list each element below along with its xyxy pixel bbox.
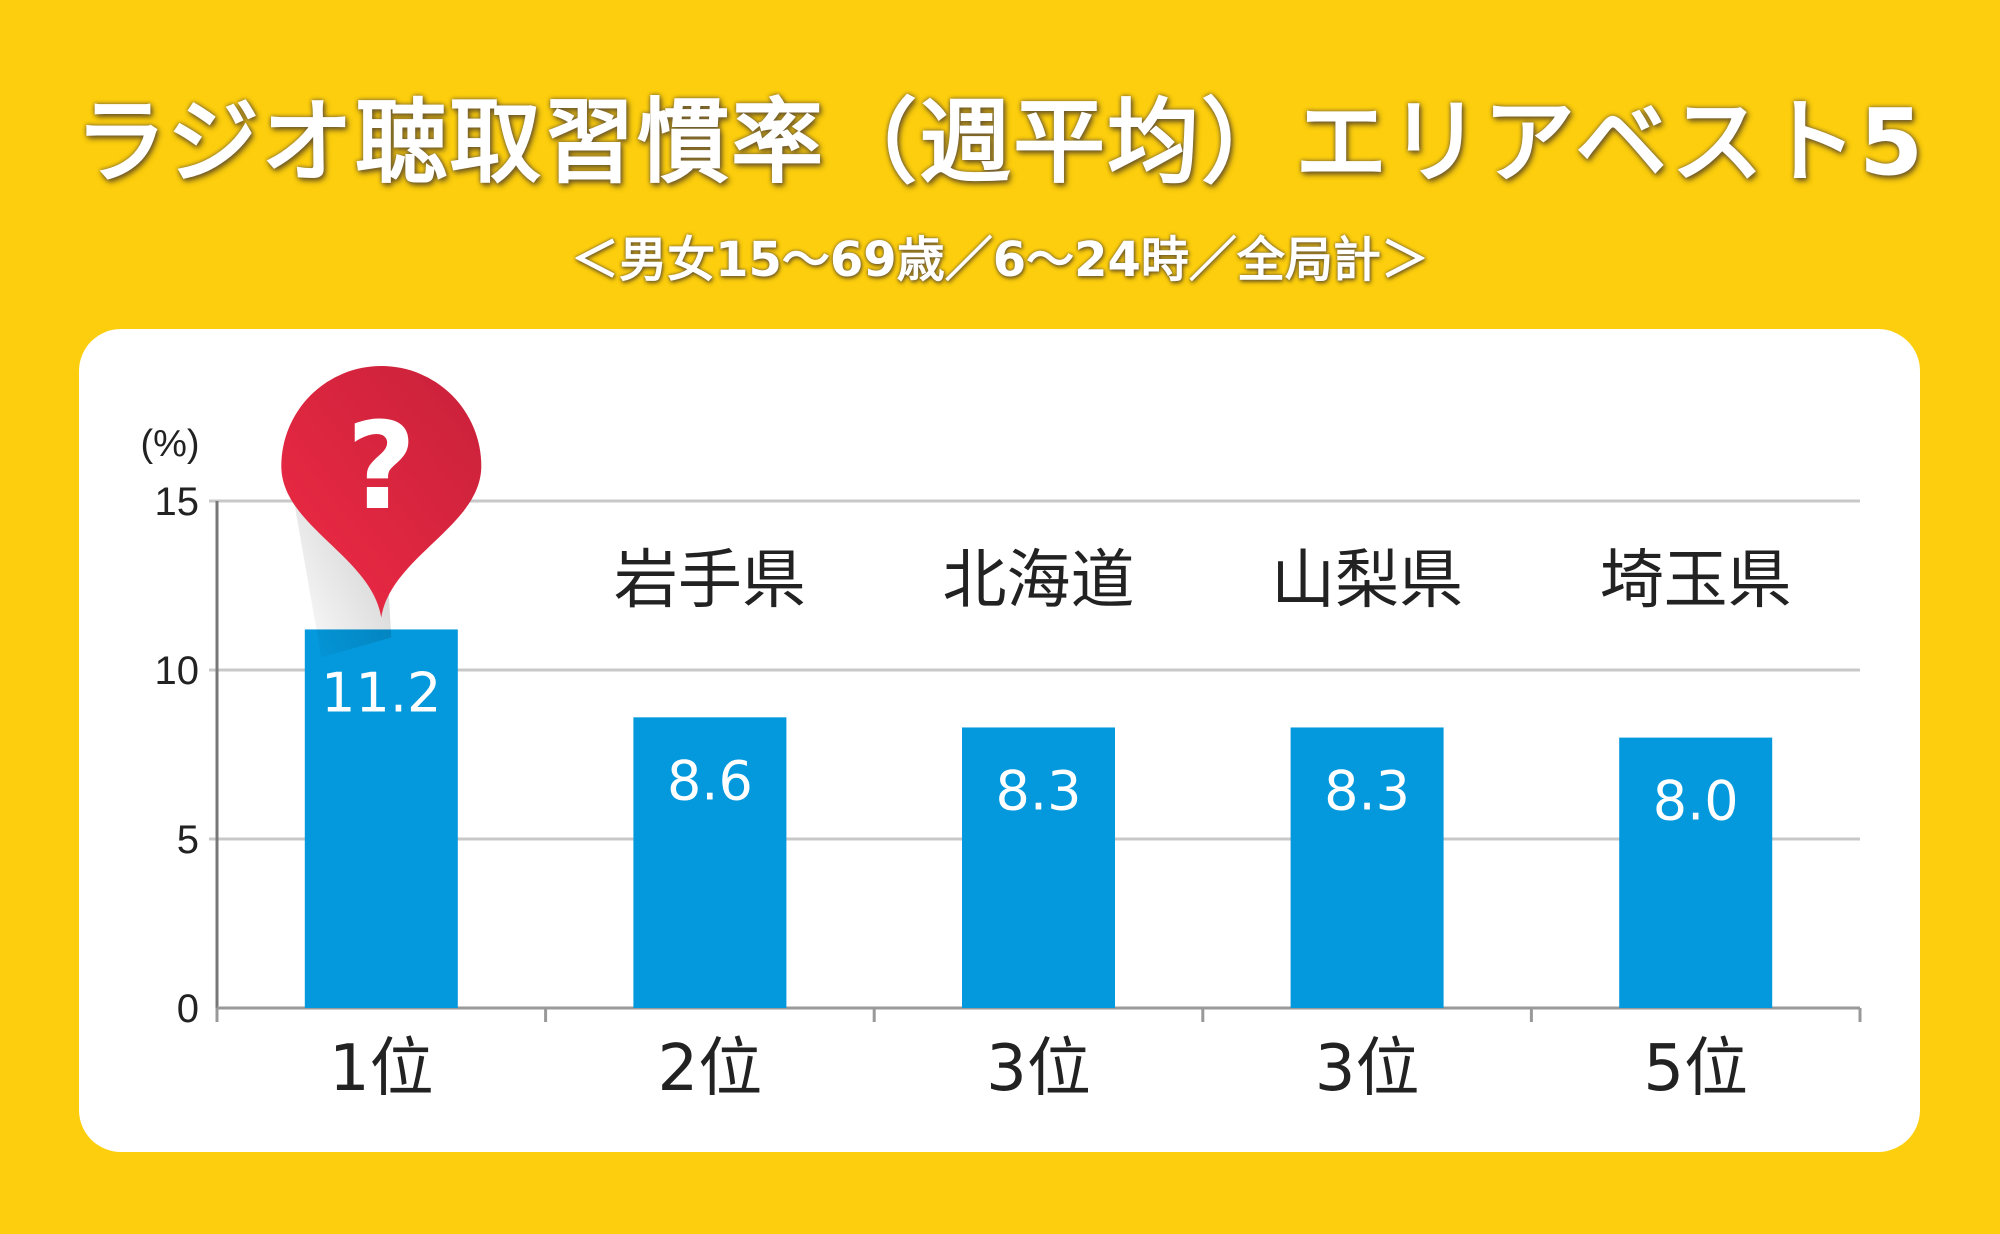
y-tick-label: 15 bbox=[155, 480, 200, 524]
value-label: 8.0 bbox=[1653, 770, 1739, 833]
area-label: 北海道 bbox=[943, 544, 1135, 618]
y-axis-unit: (%) bbox=[140, 423, 199, 465]
y-tick-label: 0 bbox=[177, 987, 199, 1031]
bar bbox=[1619, 737, 1773, 1008]
bar bbox=[633, 717, 787, 1008]
value-label: 8.3 bbox=[1324, 759, 1410, 822]
value-label: 8.3 bbox=[996, 759, 1082, 822]
question-pin-icon bbox=[281, 366, 482, 618]
question-mark: ? bbox=[346, 398, 416, 537]
bar bbox=[962, 727, 1115, 1008]
value-label: 11.2 bbox=[321, 661, 441, 724]
y-tick-label: 5 bbox=[177, 818, 199, 862]
value-label: 8.6 bbox=[667, 749, 753, 812]
chart-subtitle: ＜男女15～69歳／6～24時／全局計＞ bbox=[571, 232, 1429, 288]
bar bbox=[304, 629, 458, 1008]
category-label: 3位 bbox=[986, 1032, 1091, 1106]
area-label: 山梨県 bbox=[1271, 544, 1463, 618]
category-label: 2位 bbox=[658, 1032, 763, 1106]
area-label: 岩手県 bbox=[614, 544, 806, 618]
category-label: 1位 bbox=[329, 1032, 434, 1106]
bar bbox=[1290, 727, 1444, 1008]
area-label: 埼玉県 bbox=[1600, 544, 1792, 618]
chart-title: ラジオ聴取習慣率（週平均）エリアベスト5 bbox=[74, 89, 1926, 196]
category-label: 5位 bbox=[1643, 1032, 1748, 1106]
category-label: 3位 bbox=[1315, 1032, 1420, 1106]
y-tick-label: 10 bbox=[155, 649, 200, 693]
